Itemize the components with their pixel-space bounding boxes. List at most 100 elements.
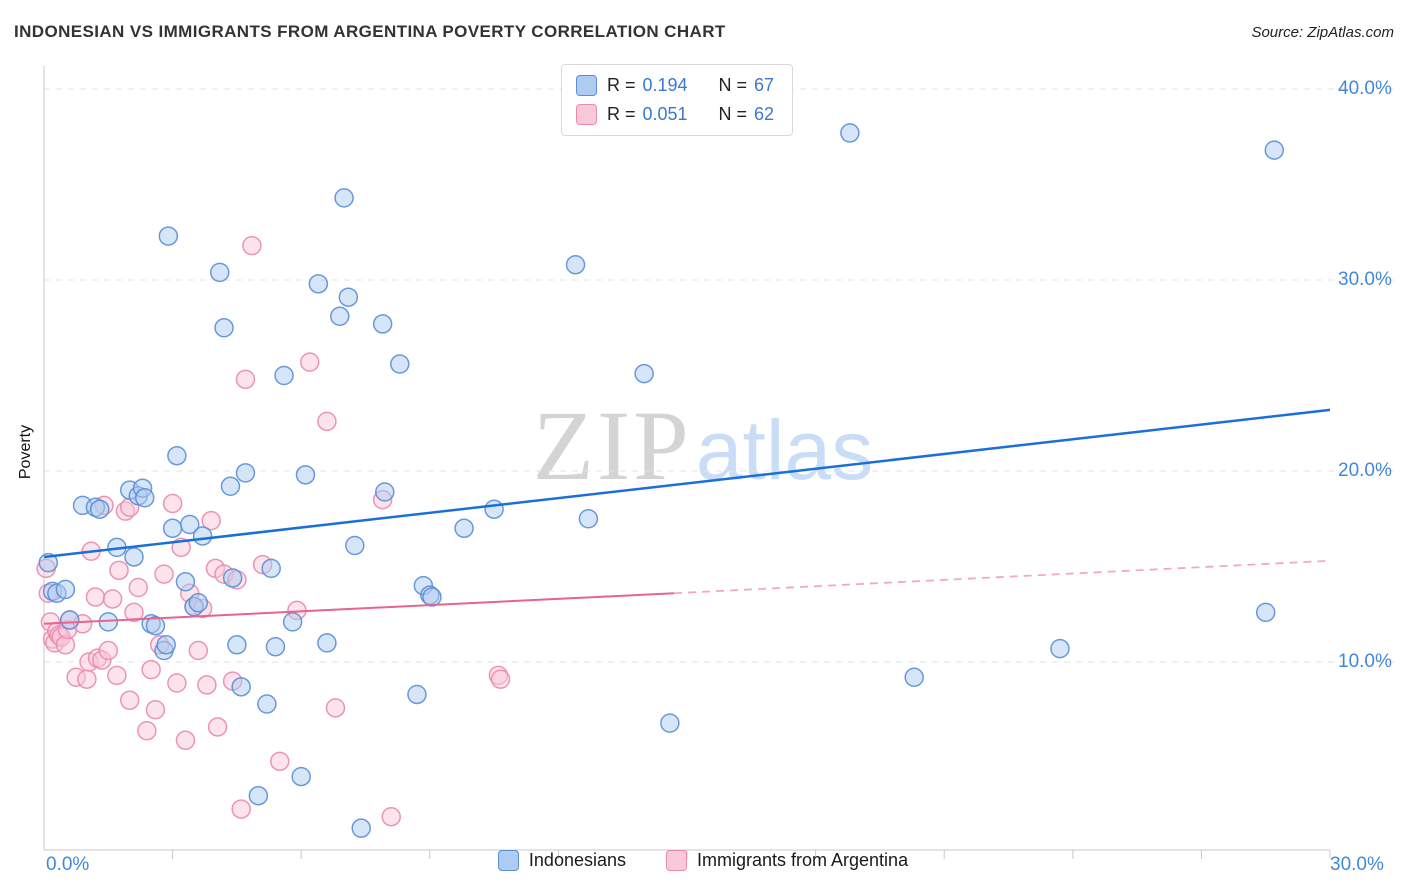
scatter-point-indonesians[interactable] [351,818,371,838]
scatter-point-indonesians[interactable] [484,499,504,519]
scatter-point-indonesians[interactable] [840,123,860,143]
r-value-argentina: 0.051 [642,104,688,124]
scatter-point-indonesians[interactable] [291,766,311,787]
scatter-point-indonesians[interactable] [261,558,281,579]
scatter-point-immigrants-from-argentina[interactable] [197,675,217,695]
scatter-point-immigrants-from-argentina[interactable] [128,577,149,598]
scatter-point-immigrants-from-argentina[interactable] [77,669,97,689]
scatter-point-immigrants-from-argentina[interactable] [207,717,228,737]
scatter-point-indonesians[interactable] [188,593,209,613]
n-label: N = [718,104,748,124]
scatter-point-indonesians[interactable] [407,684,427,705]
scatter-point-indonesians[interactable] [660,713,680,733]
scatter-point-indonesians[interactable] [134,487,155,508]
scatter-point-indonesians[interactable] [375,482,395,502]
scatter-point-indonesians[interactable] [214,318,234,338]
scatter-point-immigrants-from-argentina[interactable] [317,411,337,432]
scatter-point-indonesians[interactable] [634,363,654,384]
scatter-point-indonesians[interactable] [317,633,337,653]
scatter-point-indonesians[interactable] [308,274,329,294]
scatter-point-indonesians[interactable] [222,568,243,588]
scatter-point-immigrants-from-argentina[interactable] [300,352,320,372]
scatter-point-indonesians[interactable] [162,518,183,539]
scatter-point-immigrants-from-argentina[interactable] [175,730,196,751]
trend-line-immigrants-from-argentina [43,592,675,625]
scatter-point-indonesians[interactable] [330,306,350,327]
scatter-point-indonesians[interactable] [390,354,410,374]
scatter-point-indonesians[interactable] [55,579,76,600]
scatter-point-indonesians[interactable] [1264,140,1285,160]
legend-item-indonesians[interactable]: Indonesians [497,850,626,871]
scatter-point-immigrants-from-argentina[interactable] [162,493,183,514]
scatter-point-indonesians[interactable] [175,572,196,592]
scatter-point-indonesians[interactable] [454,518,474,539]
r-value-indonesians: 0.194 [642,75,688,95]
scatter-point-indonesians[interactable] [578,509,599,529]
scatter-point-immigrants-from-argentina[interactable] [109,560,129,581]
scatter-point-indonesians[interactable] [1050,638,1070,659]
scatter-point-indonesians[interactable] [167,445,187,466]
scatter-point-indonesians[interactable] [231,677,251,697]
scatter-point-indonesians[interactable] [248,785,269,806]
page-title: INDONESIAN VS IMMIGRANTS FROM ARGENTINA … [14,22,726,41]
scatter-point-indonesians[interactable] [274,365,294,386]
scatter-point-immigrants-from-argentina[interactable] [141,659,161,680]
scatter-point-immigrants-from-argentina[interactable] [154,564,174,584]
scatter-point-indonesians[interactable] [265,636,286,657]
n-value-argentina: 62 [754,104,775,124]
scatter-point-indonesians[interactable] [282,612,303,632]
scatter-point-indonesians[interactable] [345,535,365,556]
argentina-swatch-icon [666,850,687,871]
legend-row-argentina: R = 0.051 N = 62 [576,104,774,125]
x-tick-min: 0.0% [46,854,90,875]
scatter-point-immigrants-from-argentina[interactable] [231,799,251,819]
scatter-point-immigrants-from-argentina[interactable] [98,640,119,661]
scatter-point-indonesians[interactable] [145,615,166,636]
trend-line-indonesians [43,408,1331,559]
scatter-point-immigrants-from-argentina[interactable] [270,751,290,772]
scatter-point-immigrants-from-argentina[interactable] [381,806,401,827]
scatter-point-indonesians[interactable] [220,476,241,497]
y-tick-10: 10.0% [1338,651,1392,672]
scatter-point-indonesians[interactable] [59,610,80,630]
scatter-point-indonesians[interactable] [565,254,586,275]
trend-line-immigrants-from-argentina-projection [674,559,1331,595]
scatter-point-indonesians[interactable] [192,526,213,546]
scatter-point-immigrants-from-argentina[interactable] [325,698,346,718]
scatter-point-immigrants-from-argentina[interactable] [201,510,221,531]
scatter-point-indonesians[interactable] [89,499,110,519]
indonesians-swatch-icon [497,850,519,871]
scatter-point-indonesians[interactable] [235,463,256,483]
scatter-point-indonesians[interactable] [210,262,230,283]
y-tick-30: 30.0% [1338,269,1392,290]
scatter-point-indonesians[interactable] [227,635,247,655]
scatter-point-immigrants-from-argentina[interactable] [167,673,187,693]
scatter-point-indonesians[interactable] [1255,602,1276,623]
legend-item-argentina[interactable]: Immigrants from Argentina [666,850,908,871]
scatter-point-indonesians[interactable] [334,188,354,208]
scatter-point-indonesians[interactable] [158,226,179,246]
scatter-point-indonesians[interactable] [295,465,316,485]
scatter-point-indonesians[interactable] [38,552,59,573]
scatter-point-indonesians[interactable] [257,694,277,714]
scatter-point-immigrants-from-argentina[interactable] [242,235,262,256]
scatter-point-indonesians[interactable] [338,287,359,307]
scatter-point-indonesians[interactable] [124,547,144,567]
scatter-point-indonesians[interactable] [904,667,924,688]
scatter-point-immigrants-from-argentina[interactable] [102,589,123,609]
scatter-point-indonesians[interactable] [422,587,442,607]
scatter-point-immigrants-from-argentina[interactable] [235,369,256,390]
scatter-point-indonesians[interactable] [179,514,200,535]
scatter-point-immigrants-from-argentina[interactable] [188,640,209,661]
scatter-point-immigrants-from-argentina[interactable] [107,665,127,686]
scatter-point-indonesians[interactable] [156,635,176,655]
scatter-point-immigrants-from-argentina[interactable] [145,700,166,720]
scatter-point-indonesians[interactable] [372,314,393,334]
scatter-point-immigrants-from-argentina[interactable] [124,602,144,623]
scatter-point-immigrants-from-argentina[interactable] [137,721,157,741]
scatter-point-immigrants-from-argentina[interactable] [85,587,106,607]
scatter-point-immigrants-from-argentina[interactable] [119,690,140,710]
scatter-point-immigrants-from-argentina[interactable] [490,669,511,689]
